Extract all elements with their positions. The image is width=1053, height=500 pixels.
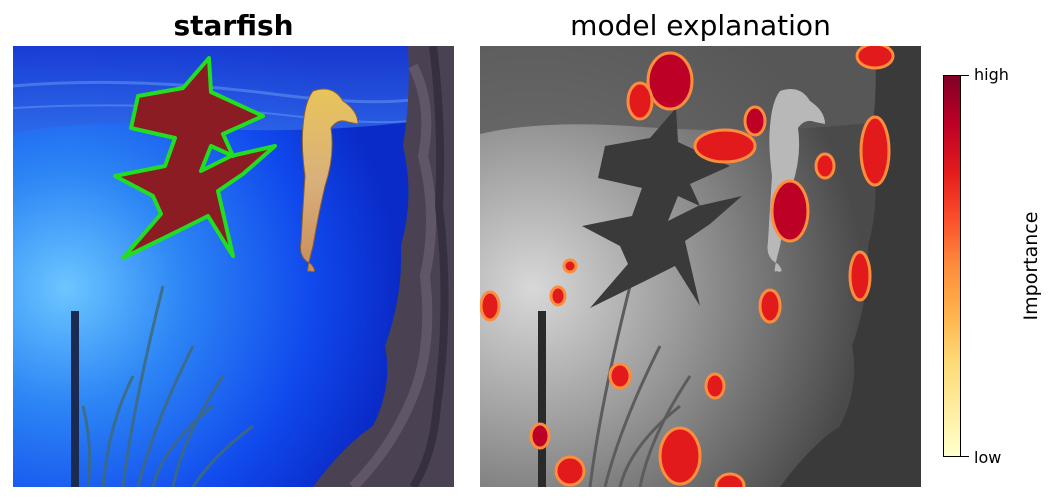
explanation-heatmap-panel xyxy=(480,46,921,487)
explanation-heatmap xyxy=(480,46,921,487)
colorbar-low-tick xyxy=(961,456,969,457)
importance-colorbar xyxy=(943,75,961,457)
right-panel-title: model explanation xyxy=(570,9,831,42)
colorbar-high-label: high xyxy=(974,65,1009,84)
left-panel-title: starfish xyxy=(173,9,294,42)
colorbar-title: Importance xyxy=(1020,211,1042,321)
original-image xyxy=(13,46,454,487)
colorbar-high-tick xyxy=(961,75,969,76)
original-image-panel xyxy=(13,46,454,487)
colorbar-low-label: low xyxy=(974,448,1002,467)
